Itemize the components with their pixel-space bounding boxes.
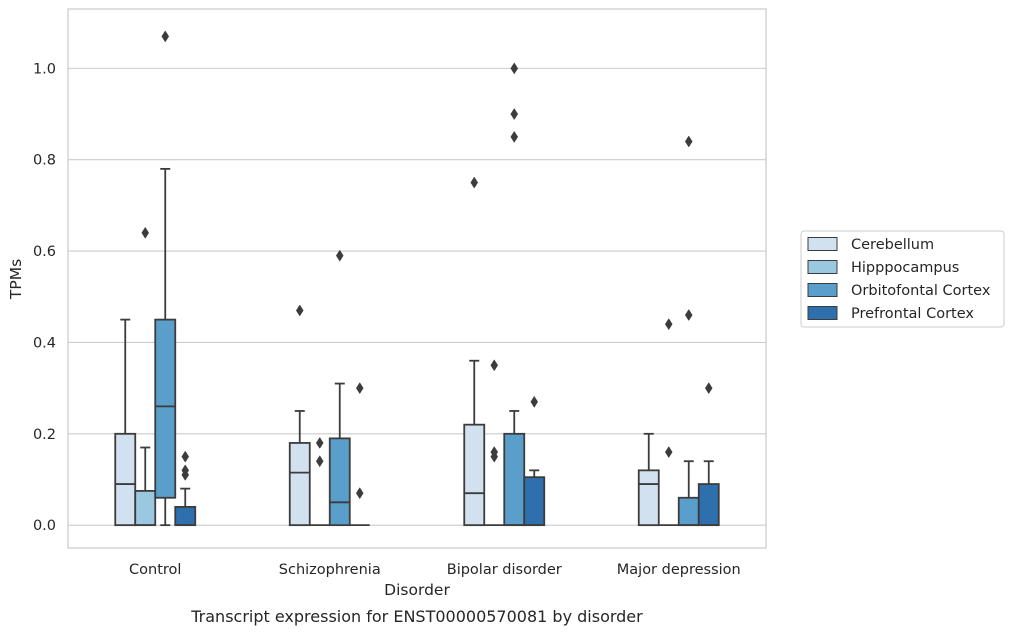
legend-swatch: [807, 306, 838, 320]
box-body: [503, 432, 526, 527]
legend-label: Cerebellum: [851, 237, 934, 253]
legend-swatch: [807, 260, 838, 274]
legend-frame: [800, 230, 1005, 328]
box-body: [677, 496, 700, 527]
box-body: [697, 483, 720, 527]
x-axis-ticks: Control Schizophrenia Bipolar disorder Majo…: [129, 562, 741, 578]
y-tick-label: 0.4: [33, 335, 56, 351]
y-axis-title: TPMs: [7, 259, 25, 300]
x-tick-label: Control: [129, 562, 181, 578]
outlier-point: [141, 226, 150, 239]
legend-swatch: [807, 283, 838, 297]
legend-label: Hipppocampus: [851, 260, 959, 276]
box-element: [658, 318, 679, 527]
box-body: [637, 469, 660, 527]
y-axis-ticks: 0.0 0.2 0.4 0.6 0.8 1.0: [33, 61, 56, 534]
legend-item: Cerebellum: [807, 237, 934, 253]
box-element: [484, 359, 505, 527]
outlier-point: [355, 382, 364, 395]
legend-item: Hipppocampus: [807, 260, 959, 276]
box-body: [328, 437, 351, 527]
x-tick-label: Schizophrenia: [279, 562, 381, 578]
box-body: [288, 442, 311, 527]
y-tick-label: 0.2: [33, 427, 56, 443]
outlier-point: [315, 455, 324, 468]
plot-area: [114, 30, 720, 527]
legend-item: Prefrontal Cortex: [807, 306, 974, 322]
box-element: [134, 226, 157, 527]
x-axis-title: Disorder: [384, 581, 450, 599]
outlier-point: [664, 446, 673, 459]
legend-swatch: [807, 237, 838, 251]
box-body: [114, 432, 137, 527]
outlier-point: [510, 130, 519, 143]
outlier-point: [490, 359, 499, 372]
y-tick-label: 0.0: [33, 518, 56, 534]
box-body: [154, 318, 177, 499]
box-element: [309, 436, 330, 527]
legend-item: Orbitofontal Cortex: [807, 283, 991, 299]
box-body: [134, 490, 157, 527]
outlier-point: [704, 382, 713, 395]
outlier-point: [315, 436, 324, 449]
y-tick-label: 0.6: [33, 244, 56, 260]
outlier-point: [530, 395, 539, 408]
box-body: [523, 476, 546, 527]
box-element: [349, 382, 370, 527]
outlier-point: [181, 464, 190, 477]
y-tick-label: 0.8: [33, 153, 56, 169]
box-element: [677, 135, 700, 527]
box-element: [154, 30, 177, 527]
box-element: [697, 382, 720, 527]
box-element: [288, 304, 311, 527]
outlier-point: [490, 446, 499, 459]
outlier-point: [470, 176, 479, 189]
outlier-point: [684, 135, 693, 148]
y-tick-label: 1.0: [33, 61, 56, 77]
figure-caption: Transcript expression for ENST0000057008…: [190, 607, 643, 626]
outlier-point: [295, 304, 304, 317]
outlier-point: [510, 108, 519, 121]
box-element: [328, 249, 351, 527]
outlier-point: [335, 249, 344, 262]
box-element: [114, 318, 137, 527]
box-element: [503, 62, 526, 527]
plot-frame: [67, 8, 767, 549]
outlier-point: [510, 62, 519, 75]
box-body: [174, 505, 197, 527]
outlier-point: [355, 487, 364, 500]
box-element: [463, 176, 486, 527]
outlier-point: [684, 309, 693, 322]
legend: Cerebellum Hipppocampus Orbitofontal Corte…: [800, 230, 1005, 328]
box-element: [637, 432, 660, 527]
legend-label: Orbitofontal Cortex: [851, 283, 991, 299]
outlier-point: [181, 450, 190, 463]
box-element: [174, 450, 197, 527]
x-tick-label: Major depression: [617, 562, 741, 578]
x-tick-label: Bipolar disorder: [447, 562, 562, 578]
box-element: [523, 395, 546, 527]
legend-label: Prefrontal Cortex: [851, 306, 974, 322]
outlier-point: [664, 318, 673, 331]
box-body: [463, 423, 486, 527]
outlier-point: [161, 30, 170, 43]
